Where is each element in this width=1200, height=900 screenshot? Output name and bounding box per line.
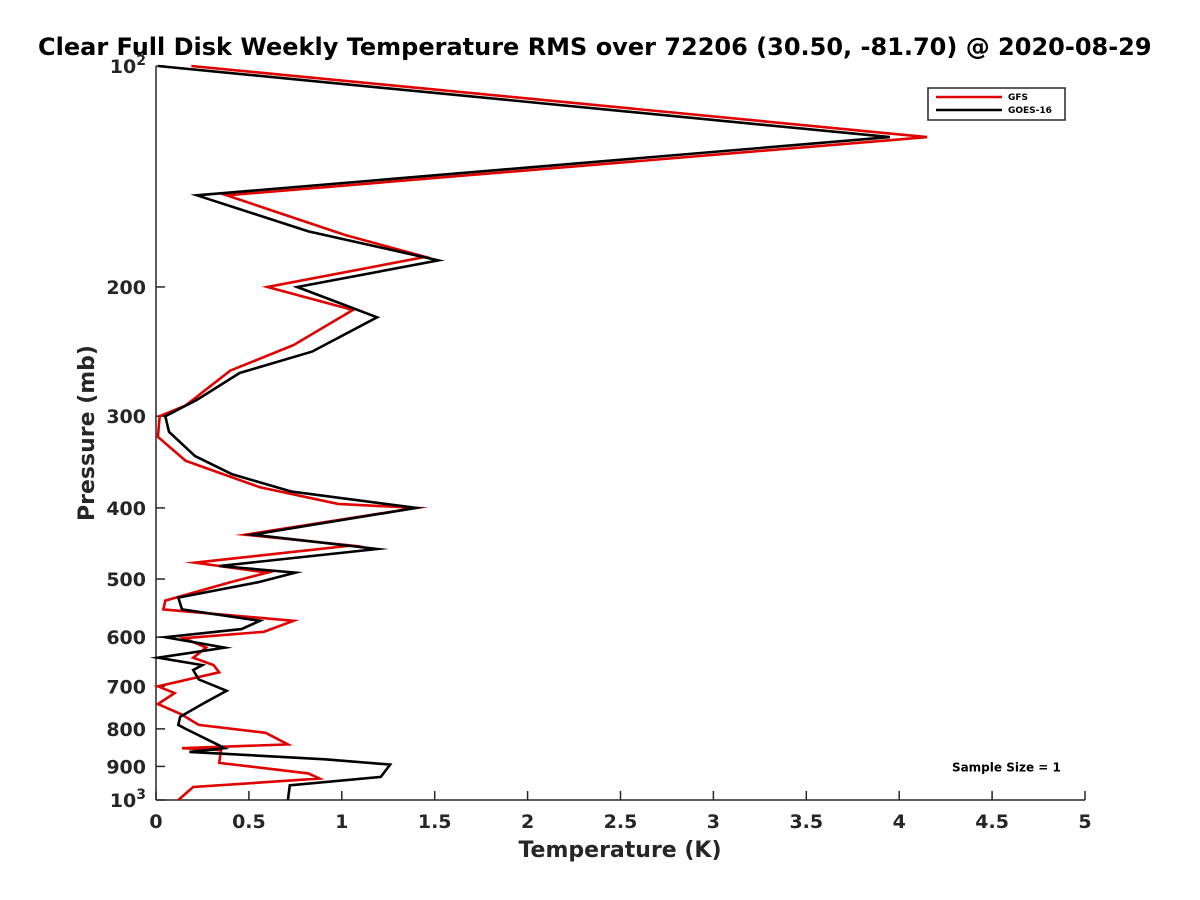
x-tick-label: 4 — [893, 811, 906, 833]
legend-label: GFS — [1008, 93, 1028, 103]
y-tick-label: 600 — [106, 627, 146, 649]
x-tick-label: 4.5 — [975, 811, 1009, 833]
y-tick-label: 500 — [106, 569, 146, 591]
y-tick-label: 300 — [106, 406, 146, 428]
x-tick-label: 3.5 — [789, 811, 823, 833]
x-tick-label: 3 — [707, 811, 720, 833]
legend-box — [927, 87, 1066, 121]
y-tick-exponent: 3 — [136, 787, 146, 803]
x-tick-label: 0 — [149, 811, 162, 833]
legend-label: GOES-16 — [1008, 106, 1052, 116]
sample-size-annotation: Sample Size = 1 — [952, 760, 1061, 774]
y-tick-label: 103 — [110, 787, 146, 812]
x-tick-label: 5 — [1078, 811, 1091, 833]
x-tick-label: 0.5 — [232, 811, 266, 833]
y-tick-label: 900 — [106, 756, 146, 778]
x-tick-label: 2.5 — [604, 811, 638, 833]
series-line-gfs — [153, 64, 928, 801]
y-axis-label: Pressure (mb) — [75, 345, 100, 521]
y-tick-label: 102 — [110, 53, 146, 78]
y-tick-exponent: 2 — [136, 53, 146, 69]
plot-area: 0 0.5 1 1.5 2 2.5 3 3.5 4 4.5 5 102 200 300 400 500 600 7… — [106, 53, 1091, 833]
x-tick-label: 1.5 — [418, 811, 452, 833]
y-tick-label: 400 — [106, 498, 146, 520]
chart-title: Clear Full Disk Weekly Temperature RMS o… — [38, 33, 1152, 61]
x-tick-label: 2 — [521, 811, 534, 833]
y-tick-label: 200 — [106, 277, 146, 299]
x-tick-label: 1 — [335, 811, 348, 833]
y-tick-label: 700 — [106, 676, 146, 698]
x-axis-label: Temperature (K) — [518, 838, 721, 863]
series-line-goes-16 — [149, 64, 891, 801]
y-tick-label: 800 — [106, 719, 146, 741]
